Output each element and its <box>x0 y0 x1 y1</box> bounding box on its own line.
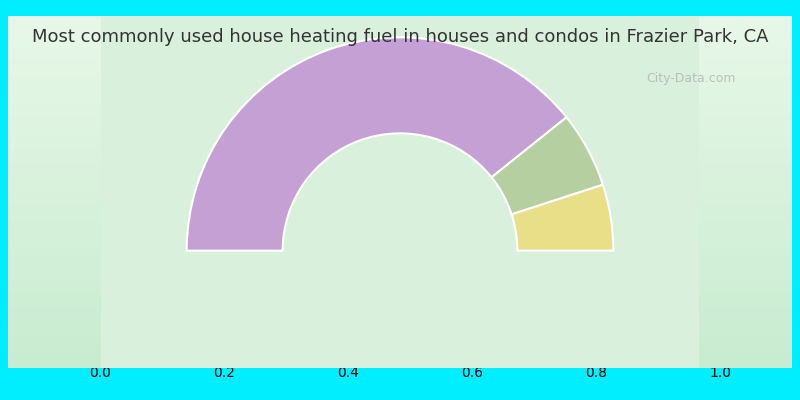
Text: City-Data.com: City-Data.com <box>646 72 736 85</box>
Wedge shape <box>186 37 566 251</box>
Wedge shape <box>511 185 614 251</box>
Text: Most commonly used house heating fuel in houses and condos in Frazier Park, CA: Most commonly used house heating fuel in… <box>32 28 768 46</box>
Wedge shape <box>491 117 603 214</box>
